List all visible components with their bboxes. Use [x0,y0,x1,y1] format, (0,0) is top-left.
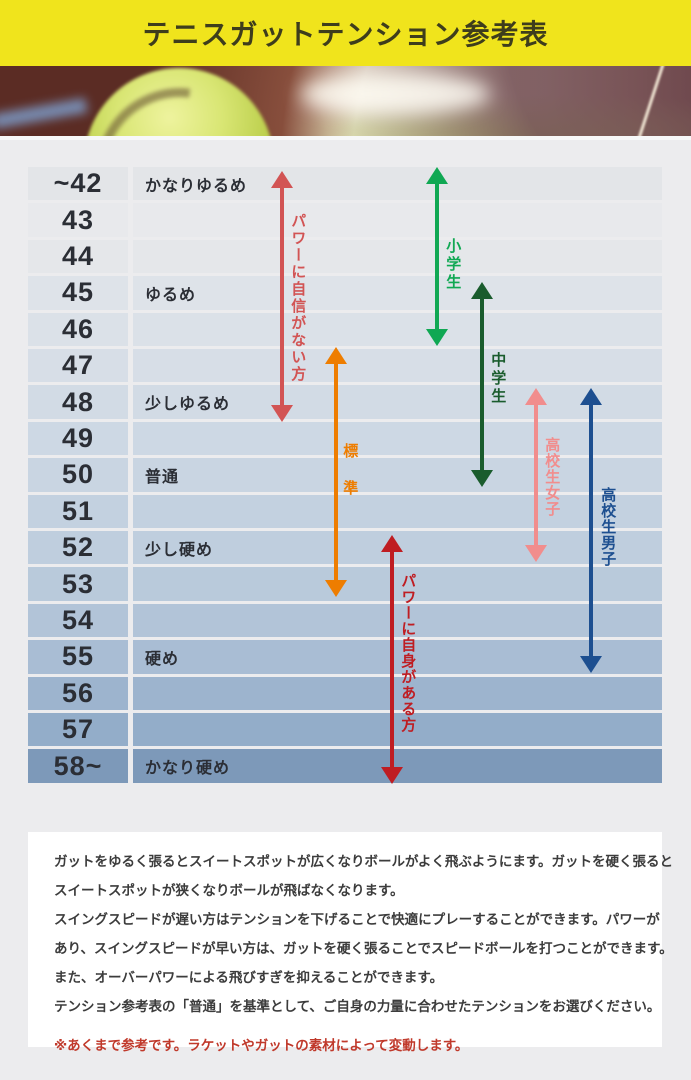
tension-value-cell: 57 [28,713,128,747]
tension-label-cell: ゆるめ [133,276,662,310]
description-line: また、オーバーパワーによる飛びすぎを抑えることができます。 [54,970,444,985]
tension-label-cell [133,239,662,274]
tension-value-cell: 48 [28,385,128,419]
tension-label-cell: 少し硬め [133,531,662,565]
tension-row: 51 [28,494,662,528]
description-text: ガットをゆるく張るとスイートスポットが広くなりボールがよく飛ぶようにます。ガット… [54,847,673,1021]
tension-value-cell: 55 [28,640,128,674]
tension-value-cell: 51 [28,494,128,528]
tennis-photo [0,66,691,140]
tension-label-cell [133,349,662,383]
light-glow-image [300,74,490,114]
tension-label-cell [133,713,662,747]
tension-row: 58~ かなり硬め [28,749,662,783]
tension-value-cell: 47 [28,349,128,383]
tension-label-cell [133,567,662,601]
tension-label-cell [133,603,662,638]
description-line: ガットをゆるく張るとスイートスポットが広くなりボールがよく飛ぶようにます。ガット… [54,854,673,869]
tension-row: ~42 かなりゆるめ [28,167,662,201]
tension-label-cell [133,203,662,237]
tension-row: 43 [28,203,662,237]
tension-value-cell: 46 [28,312,128,346]
tension-row: 47 [28,349,662,383]
tension-label-cell: かなり硬め [133,749,662,783]
tension-row: 50 普通 [28,458,662,492]
title-bar: テニスガットテンション参考表 [0,0,691,66]
tension-label-cell: 少しゆるめ [133,385,662,419]
tension-value-cell: 49 [28,421,128,456]
description-box: ガットをゆるく張るとスイートスポットが広くなりボールがよく飛ぶようにます。ガット… [28,832,673,1053]
tension-value-cell: 43 [28,203,128,237]
tension-value-cell: 54 [28,603,128,638]
tension-row: 45 ゆるめ [28,276,662,310]
tension-value-cell: ~42 [28,167,128,201]
tension-label-cell: 普通 [133,458,662,492]
tension-row: 53 [28,567,662,601]
tension-value-cell: 50 [28,458,128,492]
tension-row: 52 少し硬め [28,531,662,565]
tension-label-cell [133,312,662,346]
tension-value-cell: 52 [28,531,128,565]
description-line: スイングスピードが遅い方はテンションを下げることで快適にプレーすることができます… [54,912,660,927]
disclaimer-note: ※あくまで参考です。ラケットやガットの素材によって変動します。 [54,1038,469,1053]
tension-label-cell: 硬め [133,640,662,674]
tension-row: 48 少しゆるめ [28,385,662,419]
tension-row: 54 [28,603,662,638]
tension-value-cell: 44 [28,239,128,274]
description-line: あり、スイングスピードが早い方は、ガットを硬く張ることでスピードボールを打つこと… [54,941,673,956]
tension-value-cell: 53 [28,567,128,601]
tension-label-cell [133,494,662,528]
tension-row: 55 硬め [28,640,662,674]
description-line: テンション参考表の「普通」を基準として、ご自身の力量に合わせたテンションをお選び… [54,999,661,1014]
tension-row: 49 [28,421,662,456]
tension-row: 44 [28,239,662,274]
blue-streak-image [0,97,88,130]
page-title: テニスガットテンション参考表 [142,19,549,50]
tension-value-cell: 56 [28,676,128,710]
tension-label-cell [133,421,662,456]
tension-row: 46 [28,312,662,346]
tension-row: 57 [28,713,662,747]
tension-label-cell: かなりゆるめ [133,167,662,201]
tension-value-cell: 45 [28,276,128,310]
tension-row: 56 [28,676,662,710]
description-line: スイートスポットが狭くなりボールが飛ばなくなります。 [54,883,404,898]
racket-string-image [633,66,666,136]
tension-label-cell [133,676,662,710]
tension-value-cell: 58~ [28,749,128,783]
